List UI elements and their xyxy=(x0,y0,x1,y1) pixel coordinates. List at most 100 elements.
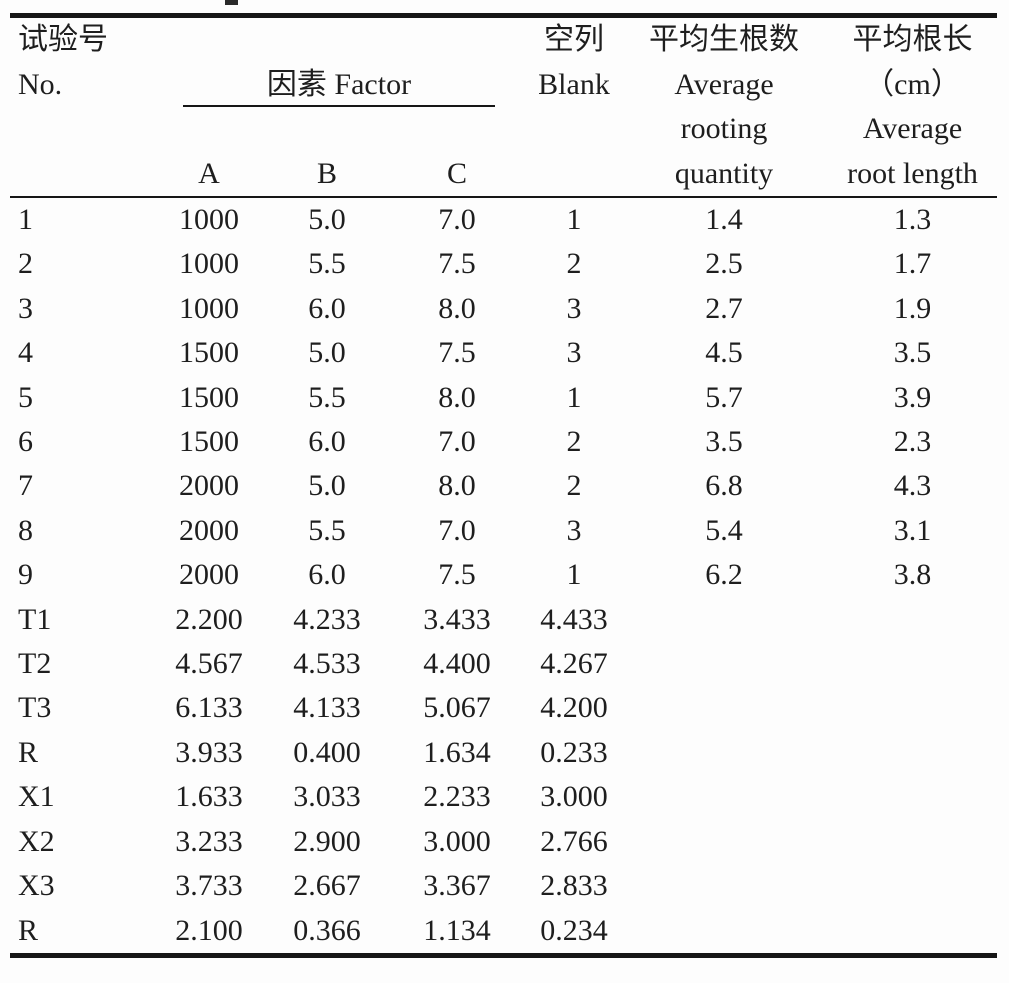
rooting-quantity-cell xyxy=(620,820,828,864)
table-row: 4 1500 5.0 7.5 3 4.5 3.5 xyxy=(10,331,997,375)
root-length-cell: 2.3 xyxy=(893,425,932,459)
factor-c-cell: 1.634 xyxy=(423,735,491,769)
factor-a-cell: 2000 xyxy=(179,469,239,503)
factor-c-cell: 4.400 xyxy=(423,647,491,681)
factor-b-cell: 6.0 xyxy=(308,425,346,459)
blank-cell: 4.267 xyxy=(540,647,608,681)
root-length-cell: 1.3 xyxy=(893,203,932,236)
rooting-quantity-cell: 5.7 xyxy=(705,380,743,414)
header-factor-a: A xyxy=(198,156,220,190)
factor-a-cell: 2000 xyxy=(179,558,239,592)
blank-cell: 0.233 xyxy=(540,735,608,769)
factor-a-cell: 1500 xyxy=(179,380,239,414)
factor-c-cell: 1.134 xyxy=(423,913,491,947)
table-row: 3 1000 6.0 8.0 3 2.7 1.9 xyxy=(10,287,997,331)
factor-b-cell: 6.0 xyxy=(308,291,346,325)
row-label-cell: 6 xyxy=(18,425,33,459)
orthogonal-experiment-table: 试验号 No. 因素 Factor 空列 Blank 平均生根数 Average… xyxy=(10,13,997,958)
blank-cell: 2.833 xyxy=(540,869,608,903)
root-length-cell: 3.5 xyxy=(893,336,932,370)
row-label-cell: 3 xyxy=(18,291,33,325)
rooting-quantity-cell xyxy=(620,598,828,642)
blank-cell: 0.234 xyxy=(540,913,608,947)
row-label-cell: T2 xyxy=(18,647,52,681)
rooting-quantity-cell xyxy=(620,731,828,775)
factor-c-cell: 7.0 xyxy=(438,425,476,459)
rooting-quantity-cell: 6.2 xyxy=(705,558,743,592)
factor-a-cell: 3.733 xyxy=(175,869,243,903)
factor-b-cell: 2.900 xyxy=(293,824,361,858)
rooting-quantity-cell xyxy=(620,686,828,730)
table-row: T2 4.567 4.533 4.400 4.267 xyxy=(10,642,997,686)
rooting-quantity-cell xyxy=(620,642,828,686)
table-row: R 3.933 0.400 1.634 0.233 xyxy=(10,731,997,775)
row-label-cell: 8 xyxy=(18,513,33,547)
factor-a-cell: 2.200 xyxy=(175,602,243,636)
table-row: 2 1000 5.5 7.5 2 2.5 1.7 xyxy=(10,242,997,286)
header-row-group: 试验号 No. 因素 Factor 空列 Blank 平均生根数 Average… xyxy=(10,16,997,190)
factor-a-cell: 1000 xyxy=(179,291,239,325)
rooting-quantity-cell: 4.5 xyxy=(705,336,743,370)
root-length-cell: 1.9 xyxy=(893,291,932,325)
factor-c-cell: 7.5 xyxy=(438,558,476,592)
factor-b-cell: 4.233 xyxy=(293,602,361,636)
factor-b-cell: 2.667 xyxy=(293,869,361,903)
table-row: 8 2000 5.5 7.0 3 5.4 3.1 xyxy=(10,509,997,553)
table-header: 试验号 No. 因素 Factor 空列 Blank 平均生根数 Average… xyxy=(10,16,997,198)
factor-c-cell: 8.0 xyxy=(438,380,476,414)
root-length-cell xyxy=(828,864,997,908)
row-label-cell: T1 xyxy=(18,602,52,636)
root-length-cell xyxy=(828,598,997,642)
blank-cell: 2 xyxy=(566,425,582,459)
rooting-quantity-cell: 3.5 xyxy=(705,425,743,459)
header-factor-c: C xyxy=(446,156,467,190)
root-length-cell xyxy=(828,775,997,819)
row-label-cell: 9 xyxy=(18,558,33,592)
factor-c-cell: 2.233 xyxy=(423,780,491,814)
blank-cell: 1 xyxy=(566,203,582,236)
root-length-cell xyxy=(828,731,997,775)
factor-b-cell: 5.0 xyxy=(308,469,346,503)
factor-a-cell: 2000 xyxy=(179,513,239,547)
blank-cell: 2 xyxy=(566,469,582,503)
factor-c-cell: 3.367 xyxy=(423,869,491,903)
factor-c-cell: 7.5 xyxy=(438,247,476,281)
rooting-quantity-cell: 1.4 xyxy=(705,203,743,236)
table-row: T1 2.200 4.233 3.433 4.433 xyxy=(10,598,997,642)
rooting-quantity-cell xyxy=(620,909,828,956)
blank-cell: 3 xyxy=(566,291,582,325)
root-length-cell xyxy=(828,686,997,730)
header-average-root-length: 平均根长 （cm） Average root length xyxy=(847,23,978,190)
factor-a-cell: 3.233 xyxy=(175,824,243,858)
table-row: 5 1500 5.5 8.0 1 5.7 3.9 xyxy=(10,376,997,420)
factor-c-cell: 8.0 xyxy=(438,291,476,325)
factor-b-cell: 5.5 xyxy=(308,380,346,414)
cropped-caption-fragment xyxy=(225,0,238,5)
factor-b-cell: 4.533 xyxy=(293,647,361,681)
factor-a-cell: 1000 xyxy=(179,203,239,236)
table-body: 1 1000 5.0 7.0 1 1.4 1.3 2 1000 5.5 7.5 … xyxy=(10,197,997,955)
table-row: X2 3.233 2.900 3.000 2.766 xyxy=(10,820,997,864)
blank-cell: 2.766 xyxy=(540,824,608,858)
rooting-quantity-cell: 6.8 xyxy=(705,469,743,503)
factor-a-cell: 1.633 xyxy=(175,780,243,814)
blank-cell: 4.433 xyxy=(540,602,608,636)
factor-b-cell: 6.0 xyxy=(308,558,346,592)
factor-a-cell: 6.133 xyxy=(175,691,243,725)
row-label-cell: R xyxy=(18,735,39,769)
header-average-rooting-quantity: 平均生根数 Average rooting quantity xyxy=(649,23,799,190)
row-label-cell: T3 xyxy=(18,691,52,725)
root-length-cell: 1.7 xyxy=(893,247,932,281)
factor-b-cell: 5.5 xyxy=(308,513,346,547)
factor-c-cell: 7.5 xyxy=(438,336,476,370)
blank-cell: 1 xyxy=(566,380,582,414)
factor-b-cell: 5.0 xyxy=(308,203,346,236)
row-label-cell: X3 xyxy=(18,869,55,903)
factor-a-cell: 1500 xyxy=(179,336,239,370)
row-label-cell: X1 xyxy=(18,780,55,814)
factor-c-cell: 7.0 xyxy=(438,203,476,236)
blank-cell: 3 xyxy=(566,336,582,370)
header-row-factors: A B C xyxy=(10,152,997,198)
table-row: X1 1.633 3.033 2.233 3.000 xyxy=(10,775,997,819)
